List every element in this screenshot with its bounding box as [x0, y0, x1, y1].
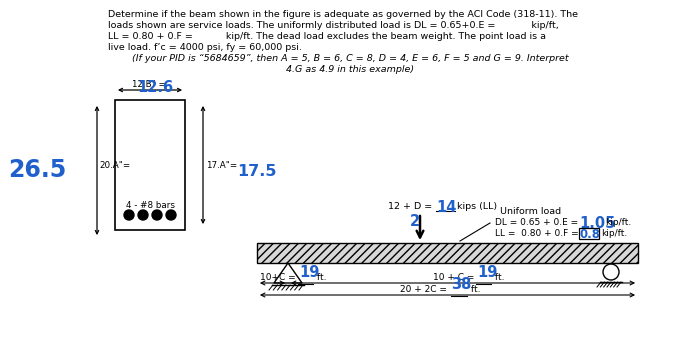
Text: Determine if the beam shown in the figure is adequate as governed by the ACI Cod: Determine if the beam shown in the figur…	[108, 10, 578, 19]
Text: 17.5: 17.5	[237, 164, 276, 179]
Polygon shape	[274, 263, 302, 283]
Text: 1.05: 1.05	[579, 216, 615, 231]
Text: kips (LL): kips (LL)	[457, 202, 497, 211]
Text: Uniform load: Uniform load	[500, 207, 561, 216]
Text: ft.: ft.	[468, 285, 480, 294]
Bar	[579, 228, 599, 239]
Text: 2: 2	[410, 214, 420, 229]
Text: loads shown are service loads. The uniformly distributed load is DL = 0.65+0.E =: loads shown are service loads. The unifo…	[108, 21, 559, 30]
Text: live load. f’c = 4000 psi, fy = 60,000 psi.: live load. f’c = 4000 psi, fy = 60,000 p…	[108, 43, 302, 52]
Text: LL =  0.80 + 0.F =: LL = 0.80 + 0.F =	[495, 229, 579, 238]
Bar	[257, 243, 638, 263]
Circle shape	[138, 210, 148, 220]
Text: 0.8: 0.8	[580, 228, 601, 241]
Text: 12 + D =: 12 + D =	[388, 202, 435, 211]
Circle shape	[166, 210, 176, 220]
Text: 17.A"=: 17.A"=	[206, 160, 237, 169]
Text: 4 - #8 bars: 4 - #8 bars	[125, 201, 174, 210]
Text: 19: 19	[477, 265, 498, 280]
Text: 19: 19	[299, 265, 319, 280]
Text: 38: 38	[452, 277, 472, 292]
Text: 20.A"=: 20.A"=	[99, 160, 130, 169]
Text: kip/ft.: kip/ft.	[601, 229, 627, 238]
Text: LL = 0.80 + 0.F =           kip/ft. The dead load excludes the beam weight. The : LL = 0.80 + 0.F = kip/ft. The dead load …	[108, 32, 546, 41]
Circle shape	[152, 210, 162, 220]
Text: 4.G as 4.9 in this example): 4.G as 4.9 in this example)	[286, 65, 414, 74]
Text: 26.5: 26.5	[8, 158, 66, 182]
Text: 10 + C =: 10 + C =	[433, 273, 477, 282]
Bar	[115, 100, 185, 230]
Circle shape	[124, 210, 134, 220]
Text: ft.: ft.	[492, 273, 505, 282]
Text: DL = 0.65 + 0.E =: DL = 0.65 + 0.E =	[495, 218, 578, 227]
Text: ft.: ft.	[314, 273, 326, 282]
Text: 14: 14	[436, 200, 456, 215]
Text: 20 + 2C =: 20 + 2C =	[400, 285, 449, 294]
Text: 10+C =: 10+C =	[260, 273, 298, 282]
Text: (If your PID is “5684659”, then A = 5, B = 6, C = 8, D = 4, E = 6, F = 5 and G =: (If your PID is “5684659”, then A = 5, B…	[132, 54, 568, 63]
Text: 12.6: 12.6	[137, 80, 173, 95]
Text: 12.B" =: 12.B" =	[132, 80, 166, 89]
Text: kip/ft.: kip/ft.	[605, 218, 631, 227]
